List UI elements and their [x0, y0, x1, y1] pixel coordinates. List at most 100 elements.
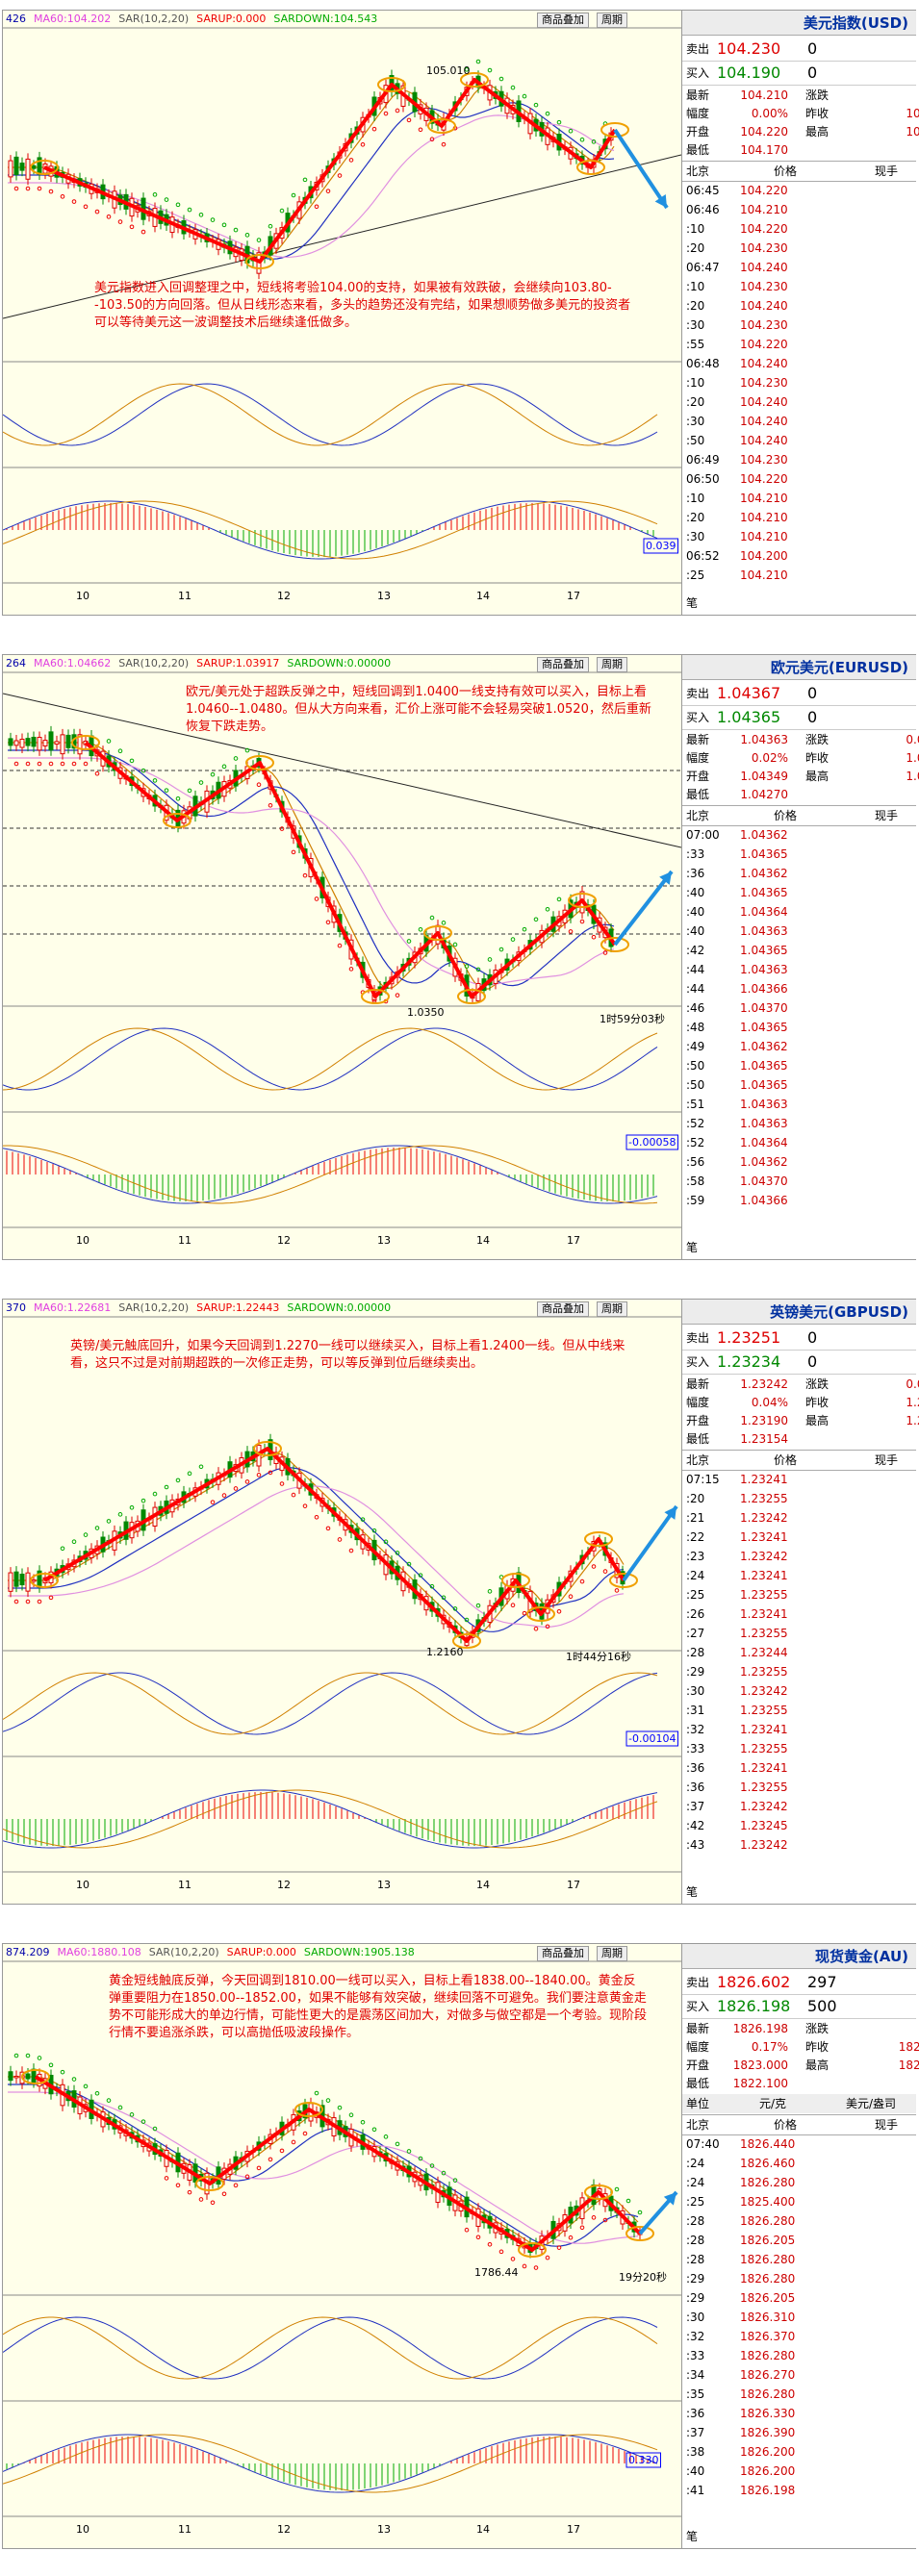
tick-row: :29 1826.205: [682, 2288, 916, 2308]
indicator-label: 370: [6, 1301, 26, 1314]
sar-dot: [25, 761, 31, 767]
toolbar-button[interactable]: 周期: [597, 13, 627, 28]
unit-label: 元/克: [759, 2097, 787, 2110]
sar-dot: [256, 2165, 262, 2171]
sar-dot: [37, 2056, 42, 2060]
tick-price: 1826.330: [740, 2407, 796, 2420]
pivot-marker: [584, 2185, 613, 2200]
buy-row: 买入 1826.198 500: [682, 1995, 916, 2019]
sar-dot: [637, 2210, 643, 2215]
tick-time: :36: [686, 1780, 705, 1794]
x-axis-label: 11: [178, 2523, 191, 2536]
sar-dot: [522, 926, 527, 932]
tick-time: :50: [686, 1078, 705, 1092]
indicator-label: SARDOWN:0.00000: [287, 1301, 391, 1314]
quote-side: 卖出: [686, 687, 710, 700]
sar-dot: [498, 2249, 504, 2255]
sar-dot: [83, 761, 89, 767]
sar-dot: [198, 213, 204, 217]
tick-row: :40 1.04364: [682, 902, 916, 922]
sar-dot: [429, 1583, 435, 1589]
quote-size: 500: [807, 1997, 837, 2015]
tick-price: 1.23241: [740, 1569, 788, 1582]
chart: 426 MA60:104.202 SAR(10,2,20) SARUP:0.000 SA…: [3, 13, 681, 602]
toolbar-button[interactable]: 周期: [597, 657, 627, 672]
sar-dot: [602, 2217, 608, 2223]
sar-dot: [325, 920, 331, 925]
sar-dot: [510, 937, 516, 942]
sar-dot: [395, 2141, 400, 2147]
sar-dot: [117, 748, 123, 753]
quote-panel: 英镑美元(GBPUSD) 卖出 1.23251 0 买入 1.23234 0 最新 1.2324…: [681, 1300, 919, 1904]
pivot-marker: [253, 1441, 282, 1456]
tick-row: 06:45 104.220: [682, 181, 916, 200]
sar-dot: [198, 2197, 204, 2202]
tick-price: 104.240: [740, 357, 788, 370]
sar-dot: [25, 186, 31, 191]
tick-row: 07:00 1.04362: [682, 825, 916, 845]
sar-dot: [556, 1609, 562, 1614]
x-axis-label: 10: [76, 1234, 89, 1247]
pivot-marker: [30, 160, 59, 175]
tick-price: 1826.280: [740, 2349, 796, 2362]
toolbar-button[interactable]: 商品叠加: [537, 1946, 589, 1961]
tick-time: :46: [686, 1001, 705, 1015]
sar-dot: [25, 1599, 31, 1604]
sar-dot: [106, 2098, 112, 2103]
toolbar-button[interactable]: 周期: [597, 1301, 627, 1317]
stat-label: 幅度: [686, 2040, 710, 2054]
stat-label: 开盘: [686, 2058, 710, 2072]
toolbar-button[interactable]: 商品叠加: [537, 657, 589, 672]
sar-dot: [268, 802, 273, 808]
indicator-label: MA60:1.22681: [34, 1301, 111, 1314]
stat-row: 最低 104.170: [682, 140, 916, 160]
sar-dot: [325, 2098, 331, 2103]
quote-title: 美元指数(USD): [682, 11, 916, 36]
analysis-note: 美元指数进入回调整理之中，短线将考验104.00的支持，如果被有效跌破，会继续向…: [94, 281, 631, 330]
tick-time: :38: [686, 2445, 705, 2459]
tick-price: 1.23255: [740, 1627, 788, 1640]
tick-row: 06:47 104.240: [682, 258, 916, 277]
sar-dot: [498, 947, 504, 952]
tick-price: 1826.390: [740, 2426, 796, 2439]
sar-dot: [129, 758, 135, 764]
sar-dot: [117, 219, 123, 224]
tick-row: :48 1.04365: [682, 1018, 916, 1037]
tick-row: :44 1.04366: [682, 979, 916, 998]
toolbar-button[interactable]: 商品叠加: [537, 1301, 589, 1317]
forecast-arrowhead: [659, 871, 672, 885]
toolbar-button[interactable]: 商品叠加: [537, 13, 589, 28]
sar-dot: [625, 2198, 631, 2204]
sar-dot: [371, 2127, 377, 2133]
indicator-label: SARDOWN:104.543: [273, 13, 377, 25]
quote-title: 英镑美元(GBPUSD): [682, 1300, 916, 1325]
tick-time: :27: [686, 1627, 705, 1640]
chart: 874.209 MA60:1880.108 SAR(10,2,20) SARUP:0.…: [3, 1946, 681, 2536]
toolbar-button[interactable]: 周期: [597, 1946, 627, 1961]
x-axis-label: 14: [476, 2523, 490, 2536]
stat-value: 1826.198: [732, 2022, 788, 2035]
stat-value: 1822.100: [732, 2077, 788, 2090]
sar-dot: [464, 964, 470, 969]
tick-price: 104.240: [740, 299, 788, 313]
tick-price: 1826.205: [740, 2234, 796, 2247]
sar-dot: [94, 770, 100, 776]
pivot-marker: [30, 1573, 59, 1588]
stat-value: 0.02%: [751, 751, 788, 765]
sar-dot: [279, 1481, 285, 1486]
quote-panel: 现货黄金(AU) 卖出 1826.602 297 买入 1826.198 500 最新 1826…: [681, 1944, 919, 2548]
tick-time: :36: [686, 867, 705, 880]
tick-time: 06:48: [686, 357, 720, 370]
stat-row: 最低 1822.100: [682, 2074, 916, 2093]
stat-value: 1.23154: [740, 1432, 788, 1446]
sar-dot: [441, 1595, 447, 1601]
tick-price: 104.240: [740, 395, 788, 409]
tick-row: :22 1.23241: [682, 1528, 916, 1547]
sar-dot: [152, 192, 158, 197]
stat-value: 1.23242: [740, 1377, 788, 1391]
tick-price: 1826.280: [740, 2272, 796, 2286]
quote-size: 0: [807, 39, 818, 58]
tick-price: 1.04365: [740, 886, 788, 899]
sar-dot: [175, 796, 181, 801]
